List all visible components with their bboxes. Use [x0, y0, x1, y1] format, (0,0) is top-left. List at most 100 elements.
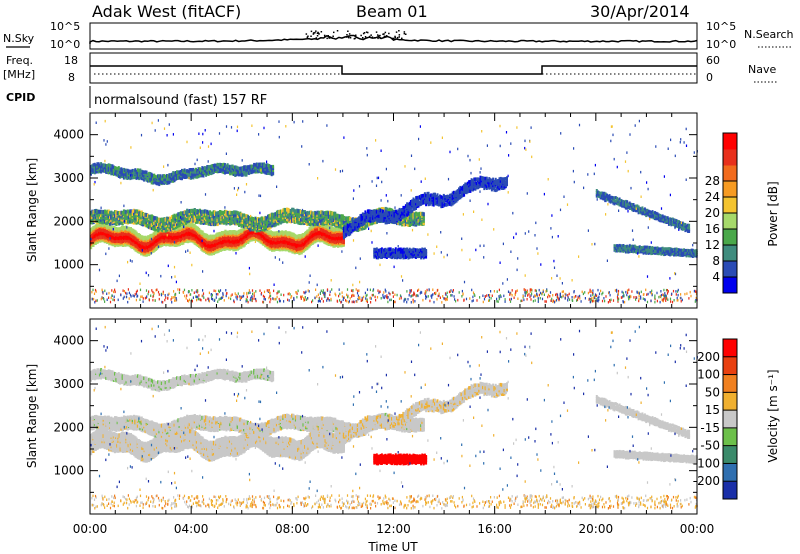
- data-cell: [105, 224, 109, 229]
- data-cell: [269, 164, 272, 169]
- data-cell: [195, 175, 197, 179]
- data-cell: [200, 215, 203, 220]
- data-cell: [135, 209, 138, 214]
- data-cell: [225, 230, 228, 236]
- data-cell: [248, 167, 251, 172]
- data-cell: [413, 215, 416, 220]
- data-cell: [111, 218, 114, 223]
- data-cell: [293, 237, 296, 243]
- data-cell: [160, 175, 163, 179]
- data-cell: [244, 171, 247, 176]
- data-cell: [202, 244, 205, 250]
- data-cell: [249, 215, 252, 220]
- data-cell: [184, 213, 187, 218]
- data-cell: [197, 170, 200, 174]
- data-cell: [308, 210, 311, 215]
- data-cell: [267, 214, 270, 219]
- data-cell: [101, 214, 104, 219]
- data-cell: [345, 225, 348, 230]
- data-cell: [273, 218, 276, 223]
- data-cell: [241, 213, 244, 218]
- nsky-point: [347, 35, 350, 37]
- data-cell: [349, 227, 352, 231]
- data-cell: [341, 242, 344, 247]
- data-cell: [267, 220, 270, 225]
- data-cell: [268, 223, 271, 228]
- data-cell: [216, 222, 219, 227]
- data-cell: [150, 180, 153, 185]
- data-cell: [311, 233, 315, 238]
- data-cell: [157, 180, 159, 185]
- data-cell: [263, 220, 266, 225]
- data-cell: [133, 169, 135, 173]
- data-cell: [421, 221, 424, 226]
- data-cell: [264, 225, 267, 230]
- data-cell: [231, 230, 234, 235]
- nsky-point: [377, 37, 379, 40]
- data-cell: [149, 172, 152, 176]
- data-cell: [327, 211, 330, 216]
- data-cell: [332, 234, 335, 240]
- data-cell: [134, 219, 137, 224]
- data-cell: [246, 219, 249, 224]
- data-cell: [411, 211, 414, 215]
- data-cell: [342, 235, 345, 240]
- data-cell: [244, 214, 247, 219]
- data-cell: [217, 163, 220, 167]
- data-cell: [122, 167, 125, 172]
- data-cell: [93, 237, 96, 243]
- data-cell: [272, 213, 275, 217]
- data-cell: [256, 165, 259, 169]
- data-cell: [154, 174, 157, 179]
- data-cell: [245, 165, 248, 169]
- data-cell: [236, 244, 239, 249]
- data-cell: [203, 166, 206, 170]
- data-cell: [241, 166, 244, 170]
- data-cell: [184, 175, 187, 179]
- data-cell: [265, 163, 268, 167]
- data-cell: [210, 171, 213, 176]
- data-cell: [223, 242, 226, 248]
- data-cell: [102, 163, 105, 167]
- data-cell: [164, 221, 167, 226]
- data-cell: [287, 217, 290, 222]
- data-cell: [165, 216, 169, 221]
- data-cell: [231, 166, 234, 170]
- data-cell: [192, 213, 195, 217]
- data-cell: [141, 212, 144, 216]
- data-cell: [152, 174, 154, 178]
- nsky-point: [364, 36, 367, 38]
- data-cell: [320, 210, 323, 215]
- data-cell: [110, 168, 113, 172]
- data-cell: [268, 165, 271, 170]
- data-cell: [219, 167, 221, 171]
- nsky-point: [316, 35, 319, 37]
- data-cell: [223, 230, 226, 236]
- data-cell: [219, 217, 222, 222]
- data-cell: [207, 221, 210, 226]
- data-cell: [240, 173, 243, 177]
- data-cell: [202, 170, 205, 174]
- data-cell: [220, 168, 223, 173]
- data-cell: [232, 165, 235, 169]
- data-cell: [206, 165, 209, 169]
- data-cell: [351, 228, 354, 232]
- data-cell: [269, 213, 272, 218]
- data-cell: [93, 214, 96, 219]
- nsky-point: [315, 30, 317, 32]
- data-cell: [202, 166, 205, 171]
- data-cell: [95, 223, 98, 228]
- data-cell: [195, 233, 198, 238]
- data-cell: [159, 234, 162, 240]
- data-cell: [254, 228, 257, 233]
- data-cell: [201, 168, 204, 172]
- data-cell: [100, 234, 103, 240]
- data-cell: [311, 224, 315, 229]
- data-cell: [91, 217, 94, 222]
- data-cell: [259, 217, 262, 222]
- data-cell: [176, 176, 178, 181]
- data-cell: [212, 163, 215, 168]
- data-cell: [201, 173, 204, 178]
- data-cell: [404, 220, 408, 225]
- data-cell: [153, 226, 156, 231]
